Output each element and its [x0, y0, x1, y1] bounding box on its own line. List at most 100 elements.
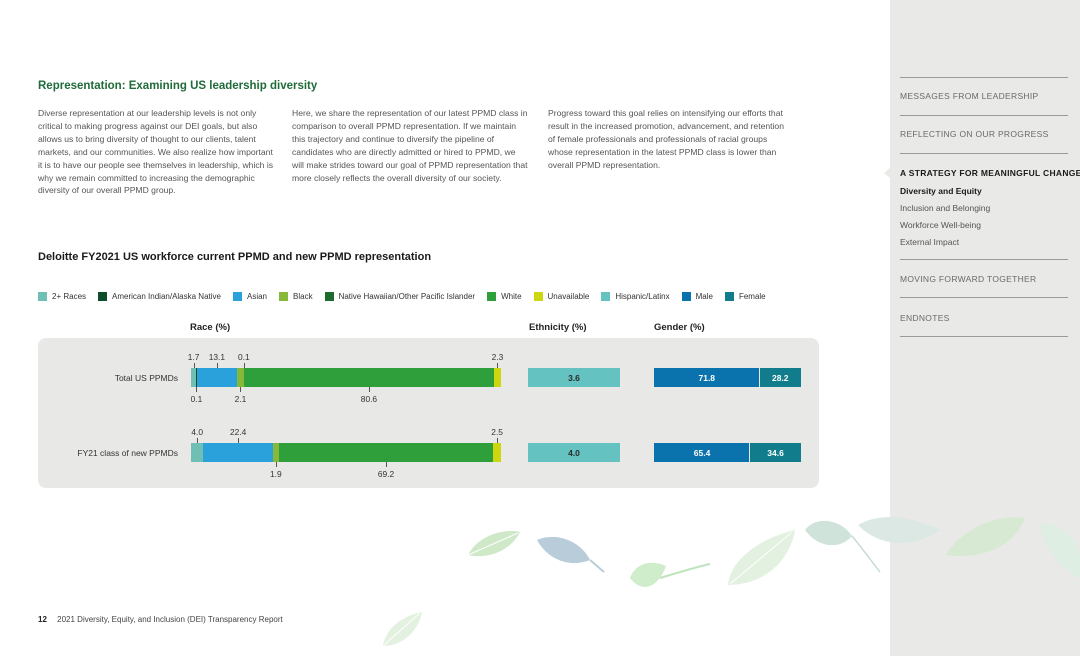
- page-number: 12: [38, 615, 47, 624]
- gender-bar-segment: [654, 443, 750, 462]
- nav-subitem-workforce-wellbeing[interactable]: Workforce Well-being: [900, 220, 981, 230]
- nav-subitem-external-impact[interactable]: External Impact: [900, 237, 960, 247]
- nav-item-moving-forward[interactable]: MOVING FORWARD TOGETHER: [900, 274, 1037, 284]
- race-bar-segment: [196, 368, 238, 387]
- leaf-icon: [805, 520, 881, 573]
- legend-swatch: [232, 291, 242, 301]
- legend-label: 2+ Races: [52, 291, 87, 301]
- legend-item: White: [487, 291, 522, 301]
- label-tick: [275, 462, 277, 467]
- leaf-icon: [630, 562, 711, 587]
- gender-panel-label: Gender (%): [654, 322, 705, 333]
- row-label: Total US PPMDs: [114, 373, 178, 383]
- legend-label: Black: [293, 291, 313, 301]
- nav-item-reflecting-on-progress[interactable]: REFLECTING ON OUR PROGRESS: [900, 129, 1049, 139]
- nav-divider: [900, 115, 1068, 116]
- legend-label: Native Hawaiian/Other Pacific Islander: [338, 291, 476, 301]
- active-section-marker: [884, 168, 890, 178]
- ethnicity-panel-label: Ethnicity (%): [529, 322, 587, 333]
- leaf-icon: [537, 536, 605, 573]
- nav-item-endnotes[interactable]: ENDNOTES: [900, 313, 950, 323]
- label-tick: [240, 387, 242, 392]
- race-bar-segment: [243, 368, 245, 387]
- label-tick: [243, 363, 245, 368]
- label-tick: [238, 438, 240, 443]
- legend-swatch: [681, 291, 691, 301]
- legend-swatch: [724, 291, 734, 301]
- legend-label: American Indian/Alaska Native: [112, 291, 221, 301]
- gender-bar-segment: [750, 443, 801, 462]
- gender-value-label: 71.8: [698, 372, 716, 383]
- race-value-label: 1.7: [187, 352, 200, 362]
- race-bar-segment: [196, 368, 197, 387]
- nav-item-strategy-for-change[interactable]: A STRATEGY FOR MEANINGFUL CHANGE: [900, 168, 1080, 178]
- label-tick: [216, 363, 218, 368]
- legend-swatch: [601, 291, 611, 301]
- gender-value-label: 28.2: [771, 372, 789, 383]
- race-bar-segment: [493, 443, 501, 462]
- gender-bar-segment: [759, 368, 801, 387]
- legend-item: American Indian/Alaska Native: [98, 291, 221, 301]
- legend-swatch: [487, 291, 497, 301]
- race-value-label: 2.1: [234, 394, 247, 404]
- chart-panel: Total US PPMDs 1.7 13.1 0.1 2.3 0.1 2.1 80.6 3.6…: [38, 338, 819, 488]
- label-tick: [497, 438, 499, 443]
- leaf-icon: [383, 612, 422, 646]
- ethnicity-value-label: 4.0: [568, 447, 580, 458]
- legend-label: Asian: [246, 291, 267, 301]
- leaf-icon: [728, 530, 795, 585]
- race-value-label: 4.0: [191, 427, 204, 437]
- legend-item: Male: [681, 291, 713, 301]
- race-bar-segment: [244, 368, 494, 387]
- nav-divider: [900, 297, 1068, 298]
- race-value-label: 22.4: [229, 427, 247, 437]
- ethnicity-bar: [528, 443, 620, 462]
- nav-item-messages-from-leadership[interactable]: MESSAGES FROM LEADERSHIP: [900, 91, 1039, 101]
- legend-item: Unavailable: [533, 291, 589, 301]
- gender-value-label: 65.4: [693, 447, 711, 458]
- legend-label: Male: [695, 291, 713, 301]
- race-bar-segment: [493, 368, 501, 387]
- race-value-label: 2.5: [491, 427, 503, 437]
- ethnicity-value-label: 3.6: [568, 372, 580, 383]
- nav-divider: [900, 259, 1068, 260]
- legend-swatch: [324, 291, 334, 301]
- race-value-label: 13.1: [208, 352, 226, 362]
- sidebar-nav: MESSAGES FROM LEADERSHIP REFLECTING ON O…: [884, 0, 1080, 656]
- leaf-icon: [467, 530, 520, 557]
- race-bar-segment: [191, 443, 204, 462]
- legend-item: Asian: [232, 291, 267, 301]
- race-value-label: 0.1: [238, 352, 250, 362]
- gender-bar-segment: [654, 368, 759, 387]
- nav-divider: [900, 153, 1068, 154]
- label-tick: [497, 363, 499, 368]
- race-bar-segment: [272, 443, 279, 462]
- legend-label: White: [501, 291, 522, 301]
- legend-item: Native Hawaiian/Other Pacific Islander: [324, 291, 476, 301]
- row-label: FY21 class of new PPMDs: [77, 448, 178, 458]
- race-value-label: 1.9: [269, 469, 282, 479]
- race-value-label: 80.6: [360, 394, 378, 404]
- race-bar-segment: [237, 368, 244, 387]
- ethnicity-bar: [528, 368, 620, 387]
- race-value-label: 2.3: [491, 352, 504, 362]
- nav-subitem-diversity-equity[interactable]: Diversity and Equity: [900, 186, 982, 196]
- legend-swatch: [98, 291, 108, 301]
- legend-swatch: [279, 291, 288, 301]
- chart-title: Deloitte FY2021 US workforce current PPM…: [38, 251, 432, 263]
- gender-value-label: 34.6: [767, 447, 784, 458]
- race-value-label: 69.2: [377, 469, 395, 479]
- label-tick: [193, 363, 195, 368]
- nav-subitem-inclusion-belonging[interactable]: Inclusion and Belonging: [900, 203, 991, 213]
- legend-swatch: [38, 291, 47, 301]
- chart-legend: 2+ Races American Indian/Alaska Native Asi…: [38, 290, 778, 302]
- nav-divider: [900, 77, 1068, 78]
- section-title: Representation: Examining US leadership …: [38, 80, 318, 92]
- legend-label: Female: [738, 291, 766, 301]
- intro-paragraph-2: Here, we share the representation of our…: [292, 108, 528, 183]
- legend-item: 2+ Races: [38, 291, 87, 301]
- page-footer: 12 2021 Diversity, Equity, and Inclusion…: [38, 615, 283, 624]
- legend-label: Hispanic/Latinx: [615, 291, 670, 301]
- legend-swatch: [533, 291, 543, 301]
- label-tick: [196, 387, 198, 392]
